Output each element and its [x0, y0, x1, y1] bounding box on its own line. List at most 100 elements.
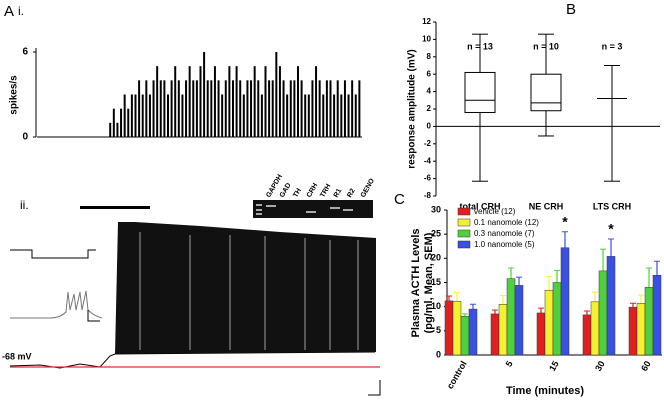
bar — [152, 80, 155, 137]
legend-label: 1.0 nanomole (5) — [474, 240, 535, 249]
bar — [275, 52, 278, 137]
bar — [188, 66, 191, 137]
bar — [257, 80, 260, 137]
bar — [123, 94, 126, 137]
legend-label: vehicle (12) — [474, 207, 516, 216]
bar — [148, 94, 151, 137]
bar — [250, 80, 253, 137]
inset-trace — [10, 290, 103, 319]
y-tick-label: 30 — [431, 204, 441, 214]
bar — [141, 94, 144, 137]
bar — [112, 108, 115, 137]
panel-label: C — [394, 191, 405, 208]
scale-bar — [368, 380, 381, 396]
y-tick-label: -6 — [424, 174, 432, 183]
gel-lane-label: R1 — [333, 188, 344, 199]
legend-label: 0.3 nanomole (7) — [474, 229, 535, 238]
bar — [506, 278, 516, 356]
gel-lane-label: CRH — [306, 182, 320, 199]
bar — [278, 66, 281, 137]
bar — [163, 80, 166, 137]
bar — [260, 94, 263, 137]
bar — [311, 80, 314, 137]
y-tick-label: 0 — [436, 349, 441, 359]
bar — [134, 94, 137, 137]
bar — [354, 94, 357, 137]
bar — [333, 94, 336, 137]
y-tick-label: 10 — [431, 301, 441, 311]
bar — [358, 80, 361, 137]
legend-swatch — [457, 229, 471, 238]
y-tick-label: 10 — [422, 35, 431, 44]
bar — [347, 94, 350, 137]
bar — [318, 80, 321, 137]
bar — [253, 66, 256, 137]
bar — [444, 300, 454, 356]
bar — [228, 66, 231, 137]
x-tick-label: 60 — [639, 359, 653, 373]
y-tick-label: 6 — [22, 47, 28, 58]
bar — [315, 66, 318, 137]
bar — [109, 122, 112, 137]
trace-baseline — [9, 351, 376, 369]
bar — [560, 247, 570, 356]
bar — [325, 80, 328, 137]
bar — [116, 122, 119, 137]
bar — [286, 94, 289, 137]
box — [464, 71, 496, 113]
bar — [343, 80, 346, 137]
bar — [174, 66, 177, 137]
bar — [644, 287, 654, 356]
panel-sublabel: ii. — [20, 198, 29, 212]
bar — [156, 66, 159, 137]
y-tick-label: 2 — [427, 104, 432, 113]
y-axis-label: (pg/ml, Mean, SEM) — [423, 232, 435, 333]
y-tick-label: 8 — [427, 52, 432, 61]
bar — [322, 94, 325, 137]
bar — [195, 80, 198, 137]
y-tick-label: -8 — [424, 191, 432, 200]
bar — [552, 282, 562, 356]
bar — [246, 80, 249, 137]
legend-swatch — [457, 240, 471, 249]
baseline-label: -68 mV — [2, 351, 32, 361]
bar — [264, 66, 267, 137]
gel-lane-label: R2 — [346, 188, 357, 199]
bar — [145, 80, 148, 137]
bar — [232, 80, 234, 137]
y-tick-label: 12 — [422, 17, 431, 26]
bar — [452, 301, 462, 356]
panel-label: B — [566, 1, 576, 18]
x-tick-label: 15 — [547, 359, 561, 373]
bar — [351, 80, 354, 137]
bar — [120, 108, 123, 137]
bar — [590, 301, 600, 356]
bar — [289, 80, 292, 137]
gel — [253, 200, 373, 218]
bar — [239, 80, 242, 137]
bar — [210, 80, 213, 137]
y-tick-label: 0 — [427, 122, 432, 131]
bar — [329, 80, 332, 137]
y-tick-label: -4 — [424, 156, 432, 165]
bar — [293, 80, 296, 137]
bar — [304, 94, 307, 137]
bar — [300, 80, 303, 137]
bar — [242, 94, 245, 137]
bar — [636, 303, 646, 356]
bar — [217, 80, 220, 137]
bar — [544, 289, 554, 356]
bar — [606, 256, 616, 356]
y-axis-label: response amplitude (mV) — [407, 49, 418, 168]
bar — [468, 308, 478, 356]
x-tick-label: 5 — [504, 359, 515, 368]
significance: * — [608, 221, 614, 237]
y-tick-label: 4 — [427, 87, 432, 96]
bar — [192, 80, 195, 137]
y-tick-label: 0 — [22, 132, 28, 143]
box — [530, 73, 562, 112]
spike-train — [115, 222, 376, 354]
bar — [221, 94, 224, 137]
n-label: n = 3 — [602, 41, 623, 51]
